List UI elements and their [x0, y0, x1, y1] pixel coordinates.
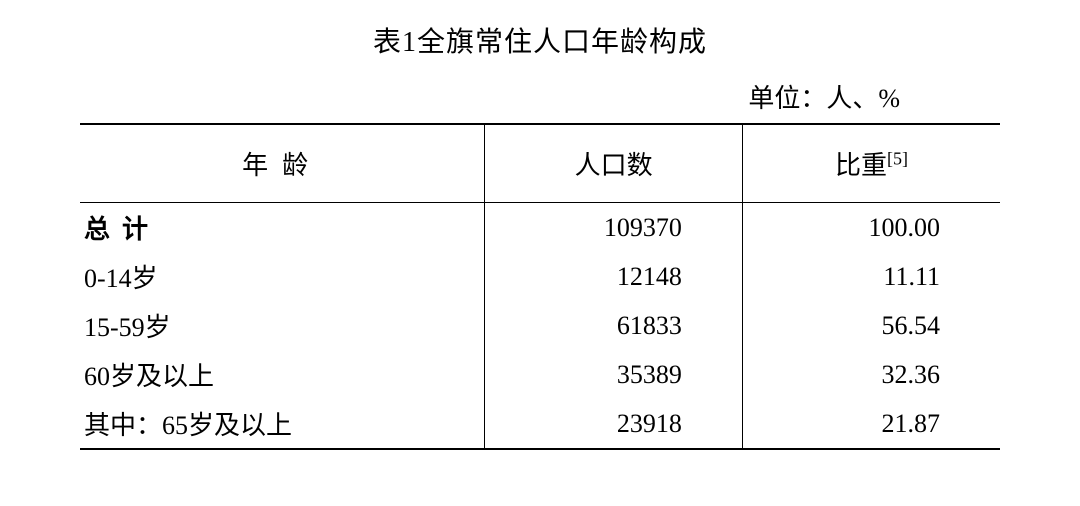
ratio-cell: 100.00 [742, 203, 1000, 253]
header-row: 年龄 人口数 比重[5] [80, 124, 1000, 203]
table-row: 其中：65岁及以上2391821.87 [80, 399, 1000, 449]
population-table: 年龄 人口数 比重[5] 总计109370100.000-14岁1214811.… [80, 123, 1000, 450]
table-row: 15-59岁6183356.54 [80, 301, 1000, 350]
table-row: 总计109370100.00 [80, 203, 1000, 253]
age-cell: 15-59岁 [80, 301, 485, 350]
header-ratio: 比重[5] [742, 124, 1000, 203]
header-ratio-sup: [5] [887, 148, 908, 168]
age-cell: 总计 [80, 203, 485, 253]
header-age: 年龄 [80, 124, 485, 203]
population-cell: 109370 [485, 203, 743, 253]
population-cell: 12148 [485, 252, 743, 301]
age-cell: 其中：65岁及以上 [80, 399, 485, 449]
age-cell: 0-14岁 [80, 252, 485, 301]
population-cell: 35389 [485, 350, 743, 399]
table-body: 总计109370100.000-14岁1214811.1115-59岁61833… [80, 203, 1000, 450]
population-cell: 61833 [485, 301, 743, 350]
table-row: 60岁及以上3538932.36 [80, 350, 1000, 399]
header-population: 人口数 [485, 124, 743, 203]
population-cell: 23918 [485, 399, 743, 449]
table-row: 0-14岁1214811.11 [80, 252, 1000, 301]
unit-label: 单位：人、% [80, 78, 1000, 115]
table-title: 表1全旗常住人口年龄构成 [80, 20, 1000, 60]
ratio-cell: 11.11 [742, 252, 1000, 301]
ratio-cell: 21.87 [742, 399, 1000, 449]
ratio-cell: 32.36 [742, 350, 1000, 399]
ratio-cell: 56.54 [742, 301, 1000, 350]
header-ratio-text: 比重 [835, 151, 887, 180]
age-cell: 60岁及以上 [80, 350, 485, 399]
